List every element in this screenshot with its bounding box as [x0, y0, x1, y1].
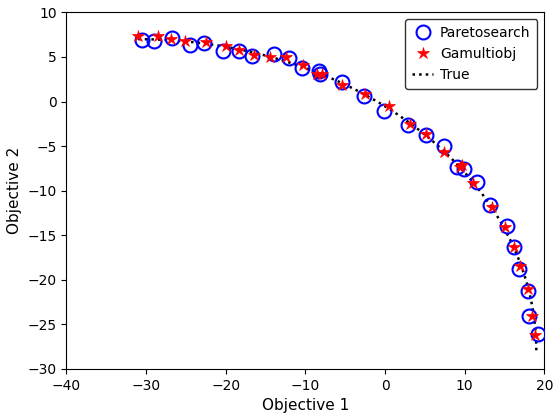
Paretosearch	[338, 79, 345, 84]
Paretosearch	[249, 53, 256, 58]
X-axis label: Objective 1: Objective 1	[262, 398, 349, 413]
Line: True: True	[138, 39, 536, 351]
Gamultiobj	[134, 34, 141, 39]
Paretosearch	[220, 48, 226, 53]
Paretosearch	[516, 267, 522, 272]
Paretosearch	[441, 144, 448, 149]
Paretosearch	[201, 40, 208, 45]
Paretosearch	[535, 332, 542, 337]
Gamultiobj	[313, 71, 320, 76]
Gamultiobj	[386, 104, 393, 109]
Paretosearch	[404, 122, 411, 127]
Gamultiobj	[362, 91, 368, 96]
Paretosearch	[138, 37, 145, 42]
Gamultiobj	[235, 47, 242, 52]
Gamultiobj	[422, 132, 429, 137]
True	[521, 272, 528, 277]
Paretosearch	[460, 166, 467, 171]
Paretosearch	[270, 52, 277, 57]
Paretosearch	[286, 55, 292, 60]
Gamultiobj	[488, 205, 495, 210]
True	[137, 37, 143, 42]
Gamultiobj	[459, 162, 465, 167]
Paretosearch	[316, 71, 323, 76]
Paretosearch	[299, 66, 306, 71]
Gamultiobj	[266, 55, 273, 60]
Gamultiobj	[338, 83, 345, 88]
Gamultiobj	[168, 36, 175, 41]
True	[135, 37, 142, 42]
Gamultiobj	[469, 180, 476, 185]
Gamultiobj	[511, 244, 518, 249]
True	[533, 349, 540, 354]
Gamultiobj	[282, 55, 289, 60]
True	[461, 170, 468, 175]
Gamultiobj	[525, 287, 532, 292]
Paretosearch	[315, 69, 322, 74]
Y-axis label: Objective 2: Objective 2	[7, 147, 22, 234]
Gamultiobj	[203, 40, 209, 45]
Gamultiobj	[300, 63, 306, 68]
Paretosearch	[169, 35, 176, 40]
Paretosearch	[236, 48, 242, 53]
Paretosearch	[151, 39, 157, 44]
Gamultiobj	[532, 333, 539, 338]
Gamultiobj	[502, 224, 508, 229]
Gamultiobj	[319, 72, 325, 77]
Gamultiobj	[456, 165, 463, 170]
Gamultiobj	[223, 44, 230, 49]
Paretosearch	[525, 289, 531, 294]
Paretosearch	[423, 132, 430, 137]
Line: Paretosearch: Paretosearch	[134, 31, 545, 341]
Paretosearch	[487, 203, 493, 208]
True	[455, 163, 462, 168]
Gamultiobj	[517, 264, 524, 269]
Paretosearch	[380, 108, 387, 113]
Gamultiobj	[154, 34, 161, 39]
Paretosearch	[473, 180, 480, 185]
Paretosearch	[186, 43, 193, 48]
Gamultiobj	[182, 38, 189, 43]
True	[454, 162, 461, 167]
Paretosearch	[361, 94, 368, 99]
True	[529, 303, 535, 308]
Paretosearch	[504, 223, 511, 228]
Gamultiobj	[441, 150, 448, 155]
Gamultiobj	[529, 313, 535, 318]
Line: Gamultiobj: Gamultiobj	[132, 30, 542, 341]
Paretosearch	[510, 244, 517, 249]
Legend: Paretosearch, Gamultiobj, True: Paretosearch, Gamultiobj, True	[405, 19, 538, 89]
Gamultiobj	[407, 121, 413, 126]
Paretosearch	[454, 165, 461, 170]
Gamultiobj	[251, 52, 258, 57]
Paretosearch	[525, 314, 532, 319]
